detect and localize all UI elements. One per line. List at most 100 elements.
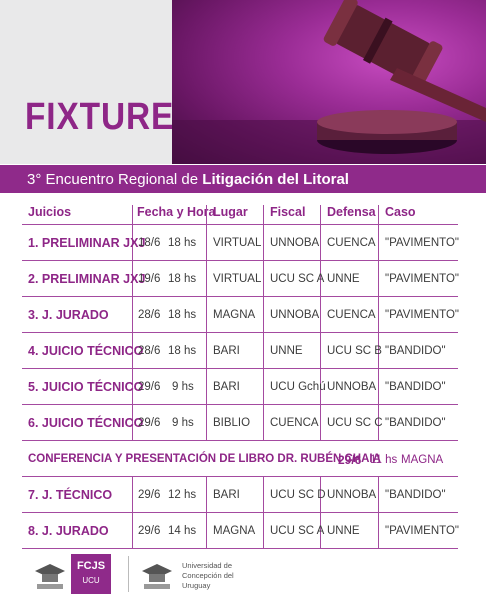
table-row-juicio: 3. J. JURADO: [28, 308, 109, 322]
row-date: 29/6: [138, 489, 161, 501]
gavel-image: [172, 0, 486, 164]
column-divider: [263, 205, 264, 440]
juicio-name: JUICIO TÉCNICO: [41, 380, 144, 394]
column-divider: [132, 205, 133, 440]
logo-divider: [128, 556, 129, 592]
row-fiscal: UCU Gchú: [270, 381, 326, 393]
row-date: 29/6: [138, 381, 161, 393]
column-divider: [378, 205, 379, 440]
row-hour: 18 hs: [168, 237, 197, 249]
table-row-juicio: 2. PRELIMINAR JXJ: [28, 272, 145, 286]
conference-place: MAGNA: [401, 454, 444, 466]
column-header-lugar: Lugar: [213, 205, 248, 219]
column-header-fecha: Fecha y Hora: [137, 205, 216, 219]
university-logo: Universidad de Concepción del Uruguay: [140, 558, 250, 598]
juicio-name: PRELIMINAR JXJ: [41, 272, 146, 286]
row-hour: 18 hs: [168, 273, 197, 285]
table-row-juicio: 7. J. TÉCNICO: [28, 488, 112, 502]
row-hour: 18 hs: [168, 309, 197, 321]
row-caso: "PAVIMENTO": [385, 525, 459, 537]
row-number: 5.: [28, 380, 39, 394]
row-lugar: MAGNA: [213, 309, 256, 321]
table-row-juicio: 1. PRELIMINAR JXJ: [28, 236, 145, 250]
gavel-icon: [172, 0, 486, 164]
row-fiscal: UCU SC A: [270, 273, 325, 285]
row-date: 28/6: [138, 309, 161, 321]
row-caso: "BANDIDO": [385, 489, 446, 501]
university-name: Universidad de Concepción del Uruguay: [182, 561, 252, 591]
conference-date: 29/6: [338, 453, 362, 467]
column-divider: [263, 476, 264, 548]
row-fiscal: UCU SC A: [270, 525, 325, 537]
column-divider: [320, 476, 321, 548]
row-defensa: UNNOBA: [327, 381, 377, 393]
row-lugar: BARI: [213, 381, 240, 393]
row-defensa: CUENCA: [327, 309, 376, 321]
subtitle-band: [0, 165, 486, 193]
row-defensa: CUENCA: [327, 237, 376, 249]
row-date: 28/6: [138, 345, 161, 357]
column-header-defensa: Defensa: [327, 205, 376, 219]
row-number: 8.: [28, 524, 39, 538]
row-number: 3.: [28, 308, 39, 322]
row-number: 4.: [28, 344, 39, 358]
column-header-juicios: Juicios: [28, 205, 72, 219]
table-row-juicio: 4. JUICIO TÉCNICO: [28, 344, 143, 358]
row-caso: "PAVIMENTO": [385, 273, 459, 285]
row-defensa: UNNOBA: [327, 489, 377, 501]
row-hour: 9 hs: [172, 381, 194, 393]
row-caso: "BANDIDO": [385, 345, 446, 357]
column-header-fiscal: Fiscal: [270, 205, 306, 219]
row-divider: [22, 224, 458, 225]
fcjs-sub: UCU: [82, 576, 100, 585]
column-divider: [206, 205, 207, 440]
row-lugar: BIBLIO: [213, 417, 251, 429]
row-lugar: MAGNA: [213, 525, 256, 537]
row-defensa: UCU SC B: [327, 345, 382, 357]
table-row-juicio: 5. JUICIO TÉCNICO: [28, 380, 143, 394]
row-lugar: BARI: [213, 345, 240, 357]
row-divider: [22, 368, 458, 369]
row-divider: [22, 404, 458, 405]
row-hour: 18 hs: [168, 345, 197, 357]
row-divider: [22, 260, 458, 261]
juicio-name: PRELIMINAR JXJ: [41, 236, 146, 250]
graduation-cap-icon: [35, 564, 65, 589]
row-number: 7.: [28, 488, 39, 502]
juicio-name: J. JURADO: [41, 308, 109, 322]
graduation-cap-icon: [142, 564, 172, 589]
row-fiscal: UNNOBA: [270, 237, 320, 249]
hero-left-panel: [0, 0, 172, 164]
fcjs-logo: FCJS UCU: [33, 554, 111, 594]
row-caso: "BANDIDO": [385, 417, 446, 429]
page-title: FIXTURE: [25, 96, 175, 138]
row-fiscal: CUENCA: [270, 417, 319, 429]
row-divider: [22, 512, 458, 513]
row-number: 2.: [28, 272, 39, 286]
row-hour: 12 hs: [168, 489, 197, 501]
column-divider: [320, 205, 321, 440]
row-lugar: VIRTUAL: [213, 273, 262, 285]
row-defensa: UNNE: [327, 273, 360, 285]
fcjs-badge: FCJS UCU: [71, 554, 111, 594]
event-subtitle-prefix: 3° Encuentro Regional de: [27, 171, 203, 188]
row-fiscal: UNNOBA: [270, 309, 320, 321]
row-fiscal: UNNE: [270, 345, 303, 357]
row-divider: [22, 476, 458, 477]
row-number: 6.: [28, 416, 39, 430]
university-line-1: Universidad de: [182, 561, 233, 570]
university-line-2: Concepción del: [182, 571, 234, 580]
fcjs-name: FCJS: [76, 560, 106, 572]
row-caso: "PAVIMENTO": [385, 309, 459, 321]
conference-hour: 11 hs: [370, 454, 398, 466]
table-row-juicio: 8. J. JURADO: [28, 524, 109, 538]
row-lugar: VIRTUAL: [213, 237, 262, 249]
row-defensa: UCU SC C: [327, 417, 383, 429]
juicio-name: JUICIO TÉCNICO: [41, 344, 144, 358]
row-fiscal: UCU SC D: [270, 489, 326, 501]
row-defensa: UNNE: [327, 525, 360, 537]
juicio-name: J. TÉCNICO: [41, 488, 113, 502]
column-divider: [378, 476, 379, 548]
event-subtitle-bold: Litigación del Litoral: [202, 171, 349, 188]
row-divider: [22, 296, 458, 297]
